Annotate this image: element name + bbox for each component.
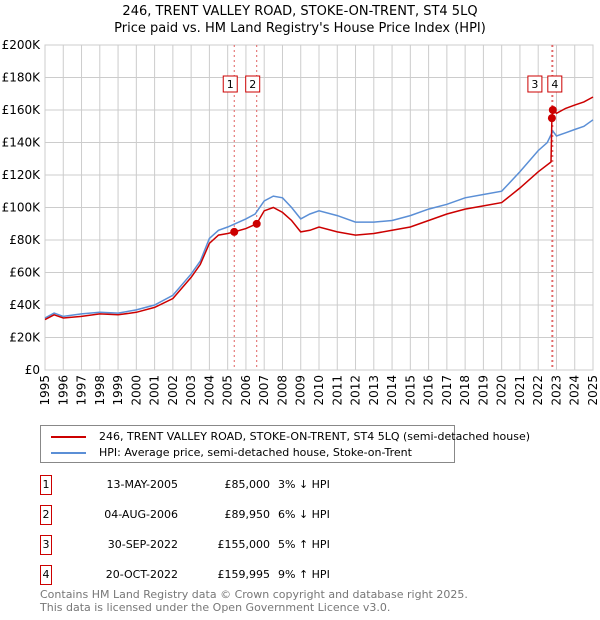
y-tick-label: £140K (2, 136, 42, 150)
marker-box (222, 75, 238, 93)
marker-number: 3 (531, 78, 538, 91)
x-tick-label: 2007 (257, 375, 271, 406)
x-tick-label: 2025 (586, 375, 600, 406)
sale-point (252, 219, 261, 228)
legend-label: HPI: Average price, semi-detached house,… (99, 446, 412, 459)
date: 30-SEP-2022 (107, 538, 178, 551)
sale-point (548, 106, 557, 115)
x-tick-label: 2003 (184, 375, 198, 406)
marker-number: 4 (551, 78, 558, 91)
x-tick-label: 2021 (513, 375, 527, 406)
hpi-diff: 6% ↓ HPI (278, 508, 330, 521)
marker-number: 2 (249, 78, 256, 91)
x-tick-label: 1998 (93, 375, 107, 406)
price: £159,995 (217, 568, 271, 581)
hpi-diff: 5% ↑ HPI (278, 538, 330, 551)
date: 20-OCT-2022 (105, 568, 178, 581)
x-tick-label: 2017 (440, 375, 454, 406)
marker-box (527, 75, 543, 93)
x-tick-label: 1995 (38, 375, 52, 406)
x-tick-label: 2012 (349, 375, 363, 406)
hpi-diff: 3% ↓ HPI (278, 478, 330, 491)
legend-item-hpi: HPI: Average price, semi-detached house,… (51, 446, 412, 459)
transaction-row: 2 04-AUG-2006 £89,950 6% ↓ HPI (40, 505, 440, 525)
marker-number: 1 (227, 78, 234, 91)
x-tick-label: 2013 (367, 375, 381, 406)
hpi-line (44, 119, 594, 319)
y-tick-label: £200K (2, 38, 42, 52)
red-line-swatch (51, 435, 86, 438)
transaction-row: 4 20-OCT-2022 £159,995 9% ↑ HPI (40, 565, 440, 585)
marker-label-box: 3 (527, 75, 543, 93)
x-tick-label: 2005 (221, 375, 235, 406)
price: £155,000 (217, 538, 271, 551)
x-tick-label: 2000 (129, 375, 143, 406)
x-tick-label: 2002 (166, 375, 180, 406)
marker-label-box: 2 (245, 75, 261, 93)
price: £89,950 (224, 508, 271, 521)
x-tick-label: 1996 (56, 375, 70, 406)
transaction-row: 1 13-MAY-2005 £85,000 3% ↓ HPI (40, 475, 440, 495)
y-tick-label: £100K (2, 201, 42, 215)
legend-item-property: 246, TRENT VALLEY ROAD, STOKE-ON-TRENT, … (51, 430, 530, 443)
marker-box (547, 75, 563, 93)
footer-line: This data is licensed under the Open Gov… (40, 601, 391, 614)
chart-title: 246, TRENT VALLEY ROAD, STOKE-ON-TRENT, … (122, 4, 478, 19)
transaction-row: 3 30-SEP-2022 £155,000 5% ↑ HPI (40, 535, 440, 555)
x-tick-label: 2018 (458, 375, 472, 406)
y-tick-label: £0 (25, 363, 40, 377)
x-tick-label: 2010 (312, 375, 326, 406)
x-tick-label: 2019 (476, 375, 490, 406)
legend: 246, TRENT VALLEY ROAD, STOKE-ON-TRENT, … (40, 425, 530, 463)
x-tick-label: 2008 (275, 375, 289, 406)
x-tick-label: 2020 (495, 375, 509, 406)
y-tick-label: £160K (2, 103, 42, 117)
x-tick-label: 2015 (403, 375, 417, 406)
y-tick-label: £180K (2, 71, 42, 85)
x-tick-label: 1997 (75, 375, 89, 406)
chart-subtitle: Price paid vs. HM Land Registry's House … (114, 21, 486, 36)
x-tick-label: 2006 (239, 375, 253, 406)
date: 13-MAY-2005 (106, 478, 178, 491)
y-tick-label: £20K (9, 331, 41, 345)
x-tick-label: 2001 (148, 375, 162, 406)
x-tick-label: 2014 (385, 375, 399, 406)
sale-point (547, 114, 556, 123)
footer-line: Contains HM Land Registry data © Crown c… (40, 588, 468, 601)
price-chart: £0 £20K £40K £60K £80K £100K £120K £140K £160K £1… (2, 38, 600, 406)
property-price-line (44, 96, 594, 321)
blue-line-swatch (51, 451, 86, 454)
marker-number: 3 (40, 535, 52, 555)
y-tick-label: £80K (9, 233, 41, 247)
sale-point (230, 227, 239, 236)
x-tick-label: 1999 (111, 375, 125, 406)
marker-number: 1 (40, 475, 52, 495)
y-tick-label: £120K (2, 168, 42, 182)
y-tick-label: £40K (9, 298, 41, 312)
marker-number: 4 (40, 565, 52, 585)
x-tick-label: 2022 (531, 375, 545, 406)
y-tick-label: £60K (9, 266, 41, 280)
x-tick-label: 2024 (568, 375, 582, 406)
legend-label: 246, TRENT VALLEY ROAD, STOKE-ON-TRENT, … (99, 430, 531, 443)
hpi-diff: 9% ↑ HPI (278, 568, 330, 581)
date: 04-AUG-2006 (104, 508, 178, 521)
x-tick-label: 2009 (294, 375, 308, 406)
plot-frame (44, 44, 594, 371)
x-tick-label: 2004 (202, 375, 216, 406)
footer: Contains HM Land Registry data © Crown c… (40, 588, 468, 614)
marker-number: 2 (40, 505, 52, 525)
x-tick-label: 2016 (422, 375, 436, 406)
marker-box (245, 75, 261, 93)
price: £85,000 (224, 478, 271, 491)
marker-label-box: 1 (222, 75, 238, 93)
x-tick-label: 2023 (549, 375, 563, 406)
x-tick-label: 2011 (330, 375, 344, 406)
marker-label-box: 4 (547, 75, 563, 93)
